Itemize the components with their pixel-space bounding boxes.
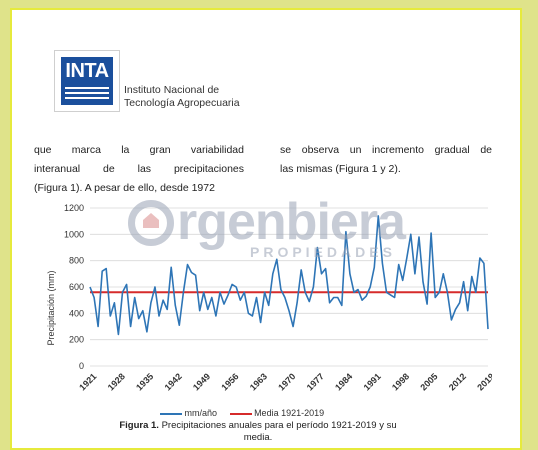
text-column-right: se observa un incremento gradual de las … bbox=[280, 141, 492, 179]
inta-logo-mark: INTA bbox=[61, 57, 113, 105]
logo-stripe bbox=[65, 92, 109, 94]
legend-label-mmano: mm/año bbox=[184, 408, 218, 418]
x-tick-label: 1998 bbox=[390, 371, 411, 392]
x-tick-label: 1977 bbox=[305, 371, 326, 392]
legend-label-mean: Media 1921-2019 bbox=[254, 408, 325, 418]
y-tick-label: 1200 bbox=[64, 203, 84, 213]
x-tick-label: 1921 bbox=[77, 371, 98, 392]
y-tick-label: 0 bbox=[79, 361, 84, 371]
x-tick-label: 1991 bbox=[362, 371, 383, 392]
text-line: que marca la gran variabilidad bbox=[34, 144, 244, 156]
y-tick-label: 200 bbox=[69, 335, 84, 345]
logo-stripe bbox=[65, 87, 109, 89]
text-line: interanual de las precipitaciones bbox=[34, 163, 244, 175]
x-tick-label: 2005 bbox=[418, 371, 439, 392]
institution-line-2: Tecnología Agropecuaria bbox=[124, 97, 240, 109]
y-tick-label: 400 bbox=[69, 308, 84, 318]
legend-swatch-mmano bbox=[160, 412, 182, 415]
chart-legend: mm/año Media 1921-2019 bbox=[160, 408, 324, 418]
y-tick-label: 600 bbox=[69, 282, 84, 292]
institution-line-1: Instituto Nacional de bbox=[124, 84, 220, 96]
x-tick-label: 2019 bbox=[475, 371, 492, 392]
caption-text-2: media. bbox=[243, 432, 273, 443]
x-tick-label: 1956 bbox=[219, 371, 240, 392]
x-tick-labels: 1921 1928 1935 1942 1949 1956 1963 1970 1977 1984… bbox=[77, 371, 496, 392]
x-tick-label: 1949 bbox=[191, 371, 212, 392]
caption-text: Precipitaciones anuales para el período … bbox=[158, 420, 397, 431]
y-tick-label: 800 bbox=[69, 256, 84, 266]
x-tick-label: 1984 bbox=[333, 371, 354, 392]
legend-swatch-mean bbox=[229, 412, 252, 415]
text-line: se observa un incremento gradual de bbox=[280, 144, 492, 156]
document-page: INTA Instituto Nacional de Tecnología Ag… bbox=[10, 8, 522, 450]
y-tick-label: 1000 bbox=[64, 229, 84, 239]
x-tick-label: 2012 bbox=[447, 371, 468, 392]
x-tick-label: 1942 bbox=[163, 371, 184, 392]
institution-name: Instituto Nacional de Tecnología Agropec… bbox=[124, 84, 240, 110]
annual-series-line bbox=[89, 215, 489, 336]
x-tick-label: 1970 bbox=[276, 371, 297, 392]
text-line: las mismas (Figura 1 y 2). bbox=[280, 163, 401, 175]
text-line: (Figura 1). A pesar de ello, desde 1972 bbox=[34, 182, 215, 194]
y-tick-labels: 0 200 400 600 800 1000 1200 bbox=[64, 203, 84, 371]
logo-stripe bbox=[65, 97, 109, 99]
inta-logo: INTA bbox=[54, 50, 120, 112]
x-tick-label: 1963 bbox=[248, 371, 269, 392]
text-column-left: que marca la gran variabilidad interanua… bbox=[34, 141, 244, 198]
figure-caption: Figura 1. Precipitaciones anuales para e… bbox=[78, 420, 438, 444]
logo-text: INTA bbox=[65, 60, 109, 82]
x-tick-label: 1928 bbox=[106, 371, 127, 392]
y-axis-label: Precipitación (mm) bbox=[46, 270, 56, 345]
x-tick-label: 1935 bbox=[134, 371, 155, 392]
caption-label: Figura 1. bbox=[119, 420, 159, 431]
precipitation-chart: 0 200 400 600 800 1000 1200 1921 1928 1935 1942 19… bbox=[40, 200, 496, 448]
